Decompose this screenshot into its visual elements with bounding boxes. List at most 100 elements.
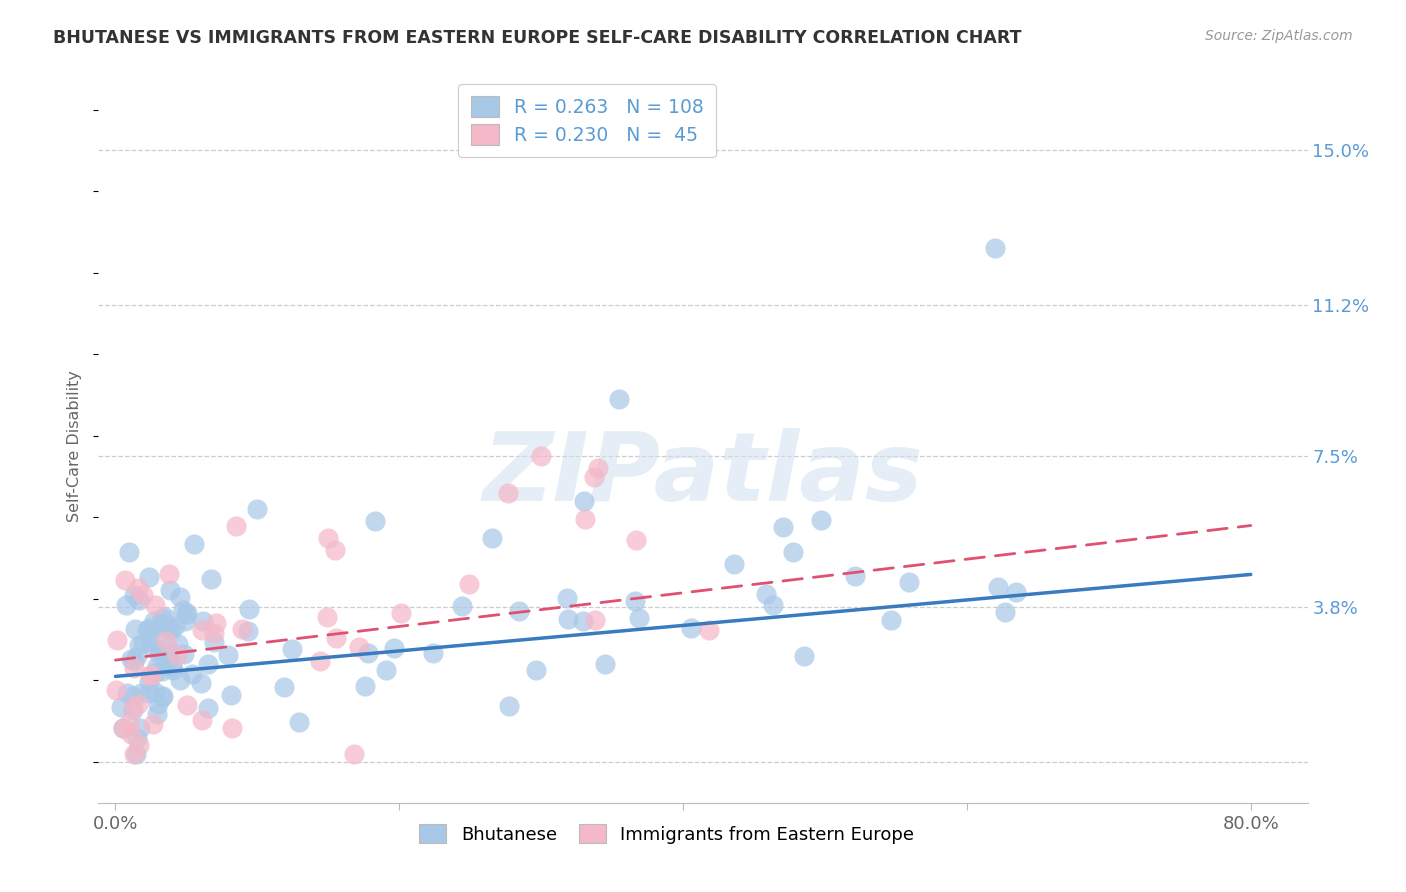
Point bbox=[347, 640, 370, 654]
Point bbox=[221, 688, 243, 702]
Point bbox=[118, 715, 141, 730]
Point bbox=[191, 614, 214, 628]
Point bbox=[375, 663, 398, 677]
Point bbox=[148, 698, 170, 712]
Point bbox=[143, 614, 166, 628]
Point bbox=[166, 648, 188, 663]
Point bbox=[157, 567, 180, 582]
Point bbox=[163, 619, 186, 633]
Point bbox=[120, 727, 142, 741]
Point bbox=[115, 598, 138, 612]
Point bbox=[382, 640, 405, 655]
Point bbox=[246, 502, 269, 516]
Point bbox=[190, 624, 212, 638]
Point bbox=[172, 603, 194, 617]
Point bbox=[897, 574, 920, 589]
Point bbox=[139, 668, 162, 682]
Point bbox=[183, 537, 205, 551]
Point bbox=[128, 738, 150, 752]
Point bbox=[150, 690, 173, 704]
Point bbox=[157, 647, 180, 661]
Point bbox=[176, 606, 198, 620]
Point bbox=[127, 698, 149, 712]
Point bbox=[128, 593, 150, 607]
Point bbox=[173, 648, 195, 662]
Point bbox=[508, 604, 530, 618]
Point bbox=[176, 698, 198, 712]
Point bbox=[273, 680, 295, 694]
Point bbox=[105, 632, 128, 647]
Point bbox=[498, 698, 520, 713]
Point bbox=[679, 621, 702, 635]
Point bbox=[762, 598, 785, 612]
Point bbox=[496, 486, 519, 500]
Point bbox=[167, 637, 190, 651]
Point bbox=[231, 622, 253, 636]
Point bbox=[422, 646, 444, 660]
Point bbox=[458, 577, 481, 591]
Text: BHUTANESE VS IMMIGRANTS FROM EASTERN EUROPE SELF-CARE DISABILITY CORRELATION CHA: BHUTANESE VS IMMIGRANTS FROM EASTERN EUR… bbox=[53, 29, 1022, 47]
Point bbox=[145, 665, 167, 679]
Point bbox=[204, 626, 226, 640]
Point bbox=[557, 612, 579, 626]
Point bbox=[218, 648, 240, 663]
Point bbox=[993, 605, 1015, 619]
Point bbox=[755, 587, 778, 601]
Point bbox=[159, 583, 181, 598]
Point bbox=[190, 675, 212, 690]
Point bbox=[127, 731, 149, 746]
Point bbox=[197, 701, 219, 715]
Point bbox=[121, 700, 143, 714]
Point bbox=[524, 663, 547, 677]
Point bbox=[583, 470, 606, 484]
Point bbox=[160, 624, 183, 638]
Point bbox=[574, 512, 596, 526]
Point bbox=[129, 721, 152, 735]
Point bbox=[112, 721, 135, 735]
Point bbox=[157, 620, 180, 634]
Point bbox=[127, 648, 149, 663]
Point bbox=[143, 598, 166, 612]
Point bbox=[356, 646, 378, 660]
Point bbox=[124, 622, 146, 636]
Point bbox=[723, 557, 745, 571]
Point bbox=[135, 623, 157, 637]
Point bbox=[150, 622, 173, 636]
Point bbox=[793, 648, 815, 663]
Point bbox=[129, 686, 152, 700]
Point bbox=[122, 689, 145, 703]
Point bbox=[389, 607, 412, 621]
Point bbox=[197, 657, 219, 671]
Point bbox=[583, 613, 606, 627]
Point bbox=[122, 588, 145, 602]
Text: ZIPatlas: ZIPatlas bbox=[482, 428, 924, 521]
Point bbox=[120, 652, 142, 666]
Point bbox=[325, 543, 347, 558]
Point bbox=[138, 570, 160, 584]
Point bbox=[148, 648, 170, 662]
Point bbox=[149, 642, 172, 657]
Point bbox=[150, 664, 173, 678]
Point bbox=[572, 614, 595, 628]
Point bbox=[138, 674, 160, 689]
Point bbox=[364, 515, 387, 529]
Point bbox=[451, 599, 474, 613]
Point bbox=[122, 703, 145, 717]
Point bbox=[152, 616, 174, 631]
Point bbox=[115, 686, 138, 700]
Point bbox=[624, 594, 647, 608]
Point bbox=[150, 611, 173, 625]
Point bbox=[141, 638, 163, 652]
Point bbox=[128, 638, 150, 652]
Point bbox=[572, 494, 595, 508]
Point bbox=[162, 663, 184, 677]
Point bbox=[122, 654, 145, 668]
Point bbox=[1005, 584, 1028, 599]
Point bbox=[118, 545, 141, 559]
Point bbox=[844, 569, 866, 583]
Point bbox=[607, 392, 630, 406]
Point bbox=[530, 449, 553, 463]
Point bbox=[114, 573, 136, 587]
Point bbox=[202, 635, 225, 649]
Point bbox=[318, 531, 340, 545]
